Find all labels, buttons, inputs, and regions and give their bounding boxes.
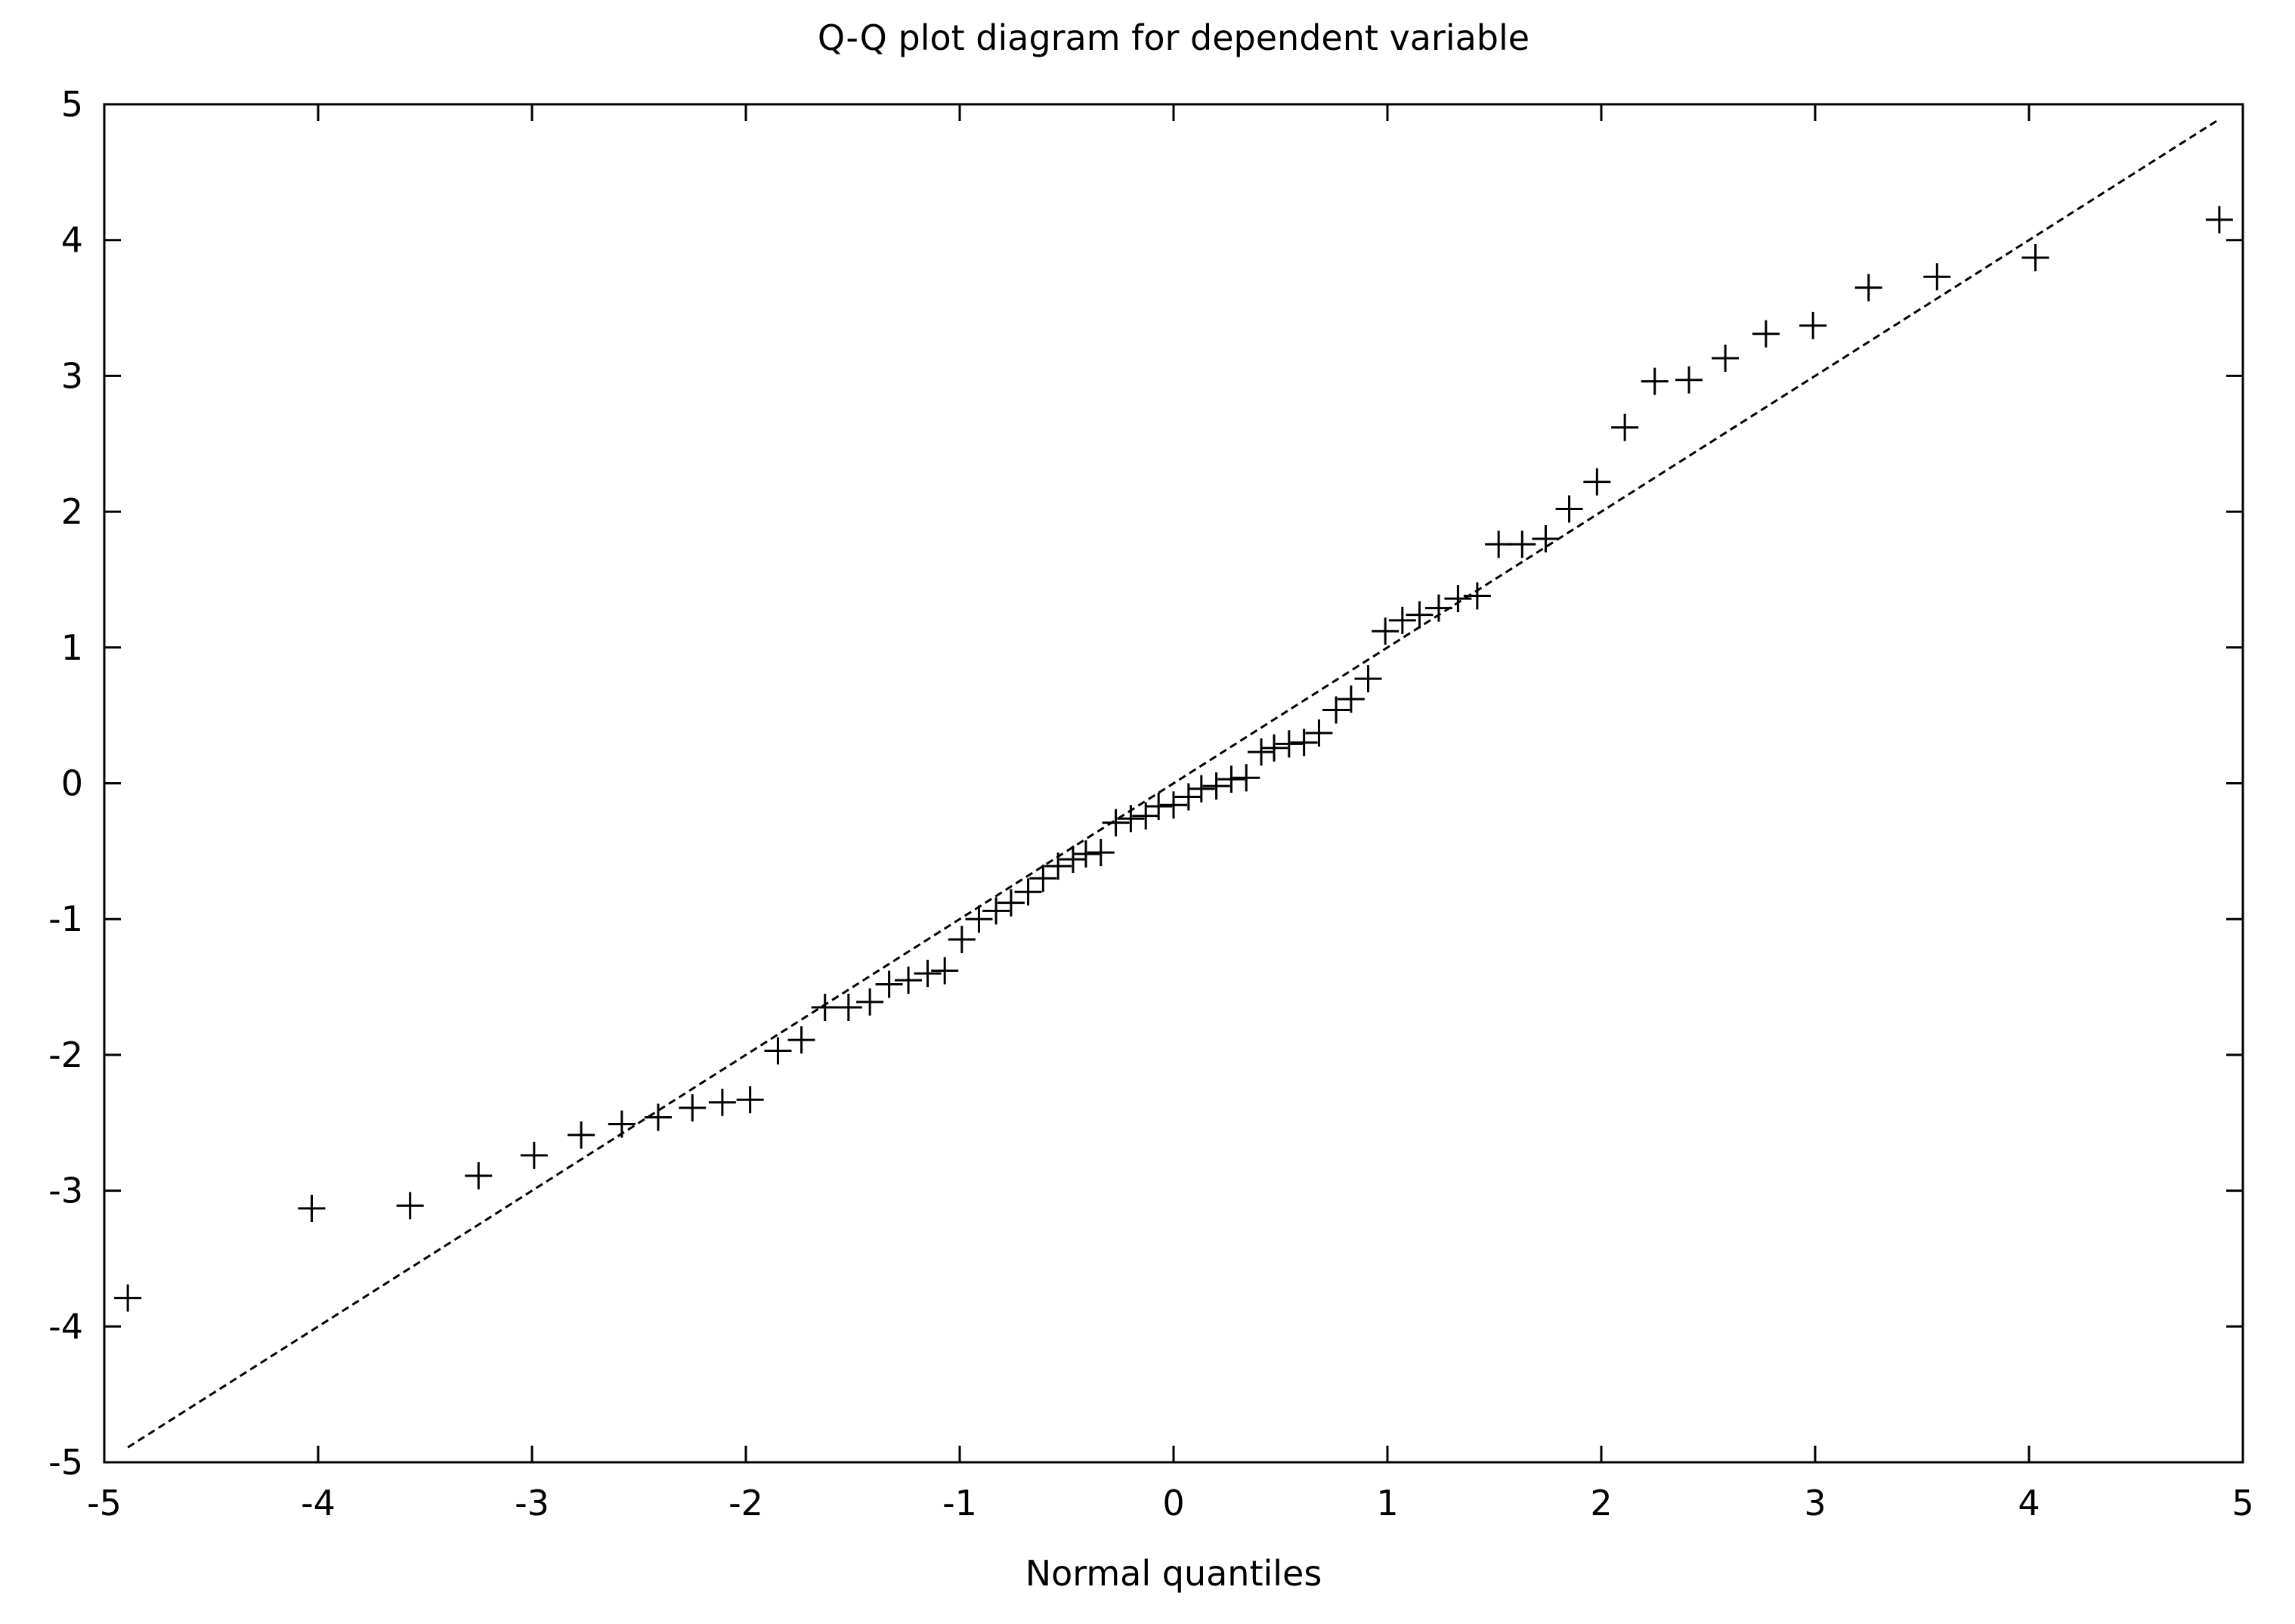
data-point	[568, 1121, 595, 1149]
chart-title: Q-Q plot diagram for dependent variable	[818, 17, 1529, 58]
y-tick-label: -1	[48, 899, 83, 939]
data-point	[931, 957, 959, 985]
y-tick-label: -4	[48, 1306, 83, 1347]
data-point	[465, 1162, 493, 1189]
x-tick-label: -1	[942, 1483, 977, 1523]
data-point	[1799, 311, 1827, 339]
data-point	[1424, 594, 1452, 622]
y-tick-label: 3	[61, 355, 83, 396]
data-point	[1233, 764, 1260, 792]
data-point	[1388, 606, 1416, 634]
data-point	[1102, 809, 1130, 837]
data-point	[1463, 582, 1491, 610]
x-tick-label: -3	[515, 1483, 549, 1523]
data-point	[1174, 783, 1202, 811]
data-point	[1854, 274, 1882, 302]
data-point	[520, 1141, 548, 1169]
data-point	[1044, 852, 1072, 880]
data-point	[608, 1110, 636, 1138]
x-tick-label: -4	[301, 1483, 336, 1523]
data-point	[948, 926, 976, 954]
tick-layer: -5 -4 -3 -2 -1 0 1 2 3 4 5 -5 -4 -3 -2 -1 0 1 2 3 4 5	[48, 84, 2254, 1523]
data-point	[811, 994, 839, 1022]
data-point	[1260, 734, 1288, 762]
data-point	[1029, 865, 1057, 892]
data-point	[1641, 367, 1669, 395]
x-tick-label: 0	[1162, 1483, 1184, 1523]
data-point	[1014, 878, 1042, 906]
data-point	[764, 1037, 792, 1065]
reference-line	[127, 118, 2220, 1449]
x-tick-label: 2	[1590, 1483, 1612, 1523]
data-point	[1444, 585, 1472, 613]
data-point	[834, 994, 862, 1022]
x-axis-label: Normal quantiles	[1025, 1553, 1322, 1594]
plot-frame	[103, 103, 2244, 1464]
data-point	[1322, 696, 1350, 724]
data-point	[1187, 775, 1215, 803]
data-point	[679, 1093, 707, 1121]
data-point	[298, 1194, 326, 1222]
data-point	[1354, 665, 1382, 693]
data-point	[787, 1026, 815, 1054]
data-point	[396, 1192, 424, 1220]
data-point	[997, 889, 1025, 917]
data-point	[1675, 366, 1703, 394]
x-tick-label: 3	[1804, 1483, 1826, 1523]
y-tick-label: 5	[61, 84, 83, 125]
y-tick-label: -5	[48, 1442, 83, 1483]
data-point	[856, 988, 884, 1016]
data-point	[114, 1284, 142, 1312]
data-point	[1305, 719, 1333, 747]
data-point	[1923, 263, 1951, 291]
data-point	[1145, 793, 1173, 821]
data-point	[1072, 840, 1100, 868]
data-point	[2205, 206, 2233, 234]
data-point	[1117, 805, 1145, 833]
data-point	[1372, 617, 1400, 645]
y-tick-label: -3	[48, 1171, 83, 1211]
data-point	[875, 970, 903, 998]
data-point	[2021, 244, 2049, 272]
data-point	[965, 905, 993, 933]
data-point	[1611, 413, 1639, 441]
data-point	[1275, 730, 1303, 758]
data-point	[1406, 601, 1434, 629]
data-point	[736, 1086, 764, 1114]
data-points-layer	[114, 206, 2233, 1312]
data-point	[1508, 531, 1536, 558]
data-point	[1290, 728, 1318, 756]
y-tick-label: 0	[61, 763, 83, 804]
data-point	[1752, 320, 1780, 348]
x-tick-label: 4	[2018, 1483, 2040, 1523]
data-point	[1202, 772, 1230, 800]
x-tick-label: -2	[728, 1483, 763, 1523]
data-point	[1712, 345, 1740, 373]
x-tick-label: 1	[1376, 1483, 1398, 1523]
data-point	[1485, 531, 1513, 558]
reference-line-layer	[127, 118, 2220, 1449]
data-point	[1248, 738, 1276, 766]
data-point	[708, 1088, 736, 1116]
data-point	[1087, 839, 1115, 867]
data-point	[895, 967, 923, 995]
y-tick-label: 4	[61, 220, 83, 261]
data-point	[982, 897, 1010, 925]
x-tick-label: -5	[87, 1483, 122, 1523]
data-point	[1337, 685, 1365, 713]
data-point	[1160, 791, 1187, 819]
y-tick-label: -2	[48, 1035, 83, 1075]
data-point	[644, 1103, 672, 1131]
y-tick-label: 1	[61, 627, 83, 668]
y-tick-label: 2	[61, 491, 83, 532]
x-tick-label: 5	[2232, 1483, 2253, 1523]
data-point	[1583, 468, 1611, 496]
data-point	[1059, 846, 1087, 874]
data-point	[1532, 525, 1560, 553]
data-point	[914, 960, 942, 988]
data-point	[1555, 495, 1583, 523]
data-point	[1217, 766, 1245, 793]
